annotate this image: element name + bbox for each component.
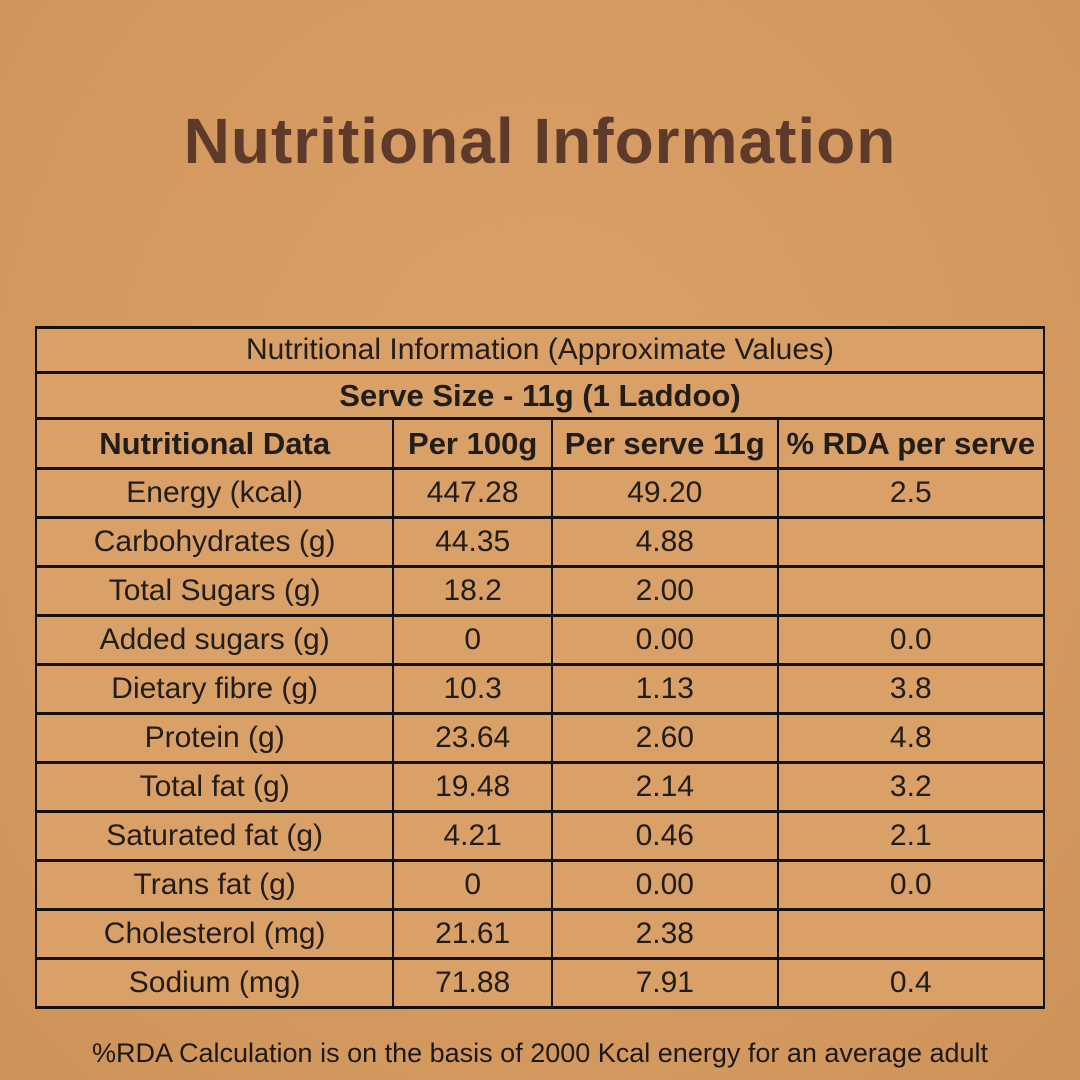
rda-value: 4.8	[776, 712, 1046, 764]
nutrient-label: Dietary fibre (g)	[34, 663, 395, 715]
table-row-dietary-fibre: Dietary fibre (g) 10.3 1.13 3.8	[34, 663, 1046, 715]
per-serve-value: 1.13	[550, 663, 779, 715]
nutrient-label: Total fat (g)	[34, 761, 395, 813]
per-100g-value: 23.64	[392, 712, 553, 764]
rda-value: 0.4	[776, 957, 1046, 1009]
per-serve-value: 2.60	[550, 712, 779, 764]
serve-size-row: Serve Size - 11g (1 Laddoo)	[35, 371, 1045, 420]
table-caption: Nutritional Information (Approximate Val…	[35, 326, 1045, 374]
nutrient-label: Trans fat (g)	[34, 859, 395, 911]
per-serve-value: 0.00	[550, 859, 779, 911]
per-serve-value: 49.20	[550, 467, 779, 519]
rda-value: 3.2	[776, 761, 1046, 813]
serve-size-label: Serve Size - 11g (1 Laddoo)	[35, 371, 1045, 420]
nutrient-label: Added sugars (g)	[34, 614, 395, 666]
rda-value	[776, 908, 1046, 960]
rda-footnote-line2: per day and ICMR Guidelines 2020.	[0, 1073, 1080, 1080]
column-header-rda-per-serve: % RDA per serve	[776, 417, 1046, 470]
nutrient-label: Saturated fat (g)	[34, 810, 395, 862]
table-row-protein: Protein (g) 23.64 2.60 4.8	[34, 712, 1046, 764]
rda-value	[776, 516, 1046, 568]
per-100g-value: 71.88	[392, 957, 553, 1009]
per-serve-value: 0.00	[550, 614, 779, 666]
per-100g-value: 21.61	[392, 908, 553, 960]
per-100g-value: 447.28	[392, 467, 553, 519]
rda-value: 0.0	[776, 859, 1046, 911]
rda-footnote-line1: %RDA Calculation is on the basis of 2000…	[91, 1038, 989, 1068]
table-row-energy: Energy (kcal) 447.28 49.20 2.5	[34, 467, 1046, 519]
per-100g-value: 44.35	[392, 516, 553, 568]
table-row-sodium: Sodium (mg) 71.88 7.91 0.4	[34, 957, 1046, 1009]
column-header-per-serve: Per serve 11g	[550, 417, 779, 470]
column-header-per-100g: Per 100g	[392, 417, 553, 470]
column-header-row: Nutritional Data Per 100g Per serve 11g …	[34, 417, 1046, 470]
nutrient-label: Energy (kcal)	[34, 467, 395, 519]
table-row-added-sugars: Added sugars (g) 0 0.00 0.0	[34, 614, 1046, 666]
per-serve-value: 2.38	[550, 908, 779, 960]
per-serve-value: 2.14	[550, 761, 779, 813]
nutrition-table: Nutritional Information (Approximate Val…	[34, 326, 1046, 1009]
rda-footnote: %RDA Calculation is on the basis of 2000…	[0, 1034, 1080, 1080]
page-title: Nutritional Information	[183, 105, 897, 177]
table-row-total-fat: Total fat (g) 19.48 2.14 3.2	[34, 761, 1046, 813]
per-100g-value: 18.2	[392, 565, 553, 617]
per-100g-value: 0	[392, 859, 553, 911]
rda-value: 2.5	[776, 467, 1046, 519]
rda-value: 2.1	[776, 810, 1046, 862]
per-100g-value: 4.21	[392, 810, 553, 862]
table-row-trans-fat: Trans fat (g) 0 0.00 0.0	[34, 859, 1046, 911]
nutrition-label-page: Nutritional Information Nutritional Info…	[0, 104, 1080, 1080]
per-serve-value: 7.91	[550, 957, 779, 1009]
nutrient-label: Cholesterol (mg)	[34, 908, 395, 960]
per-serve-value: 4.88	[550, 516, 779, 568]
rda-value: 3.8	[776, 663, 1046, 715]
table-row-carbohydrates: Carbohydrates (g) 44.35 4.88	[34, 516, 1046, 568]
per-100g-value: 10.3	[392, 663, 553, 715]
per-100g-value: 19.48	[392, 761, 553, 813]
nutrient-label: Protein (g)	[34, 712, 395, 764]
table-row-total-sugars: Total Sugars (g) 18.2 2.00	[34, 565, 1046, 617]
column-header-nutritional-data: Nutritional Data	[34, 417, 395, 470]
rda-value	[776, 565, 1046, 617]
nutrient-label: Sodium (mg)	[34, 957, 395, 1009]
per-serve-value: 2.00	[550, 565, 779, 617]
rda-value: 0.0	[776, 614, 1046, 666]
table-row-saturated-fat: Saturated fat (g) 4.21 0.46 2.1	[34, 810, 1046, 862]
nutrient-label: Carbohydrates (g)	[34, 516, 395, 568]
table-row-cholesterol: Cholesterol (mg) 21.61 2.38	[34, 908, 1046, 960]
per-100g-value: 0	[392, 614, 553, 666]
nutrient-label: Total Sugars (g)	[34, 565, 395, 617]
per-serve-value: 0.46	[550, 810, 779, 862]
table-caption-row: Nutritional Information (Approximate Val…	[35, 326, 1045, 374]
